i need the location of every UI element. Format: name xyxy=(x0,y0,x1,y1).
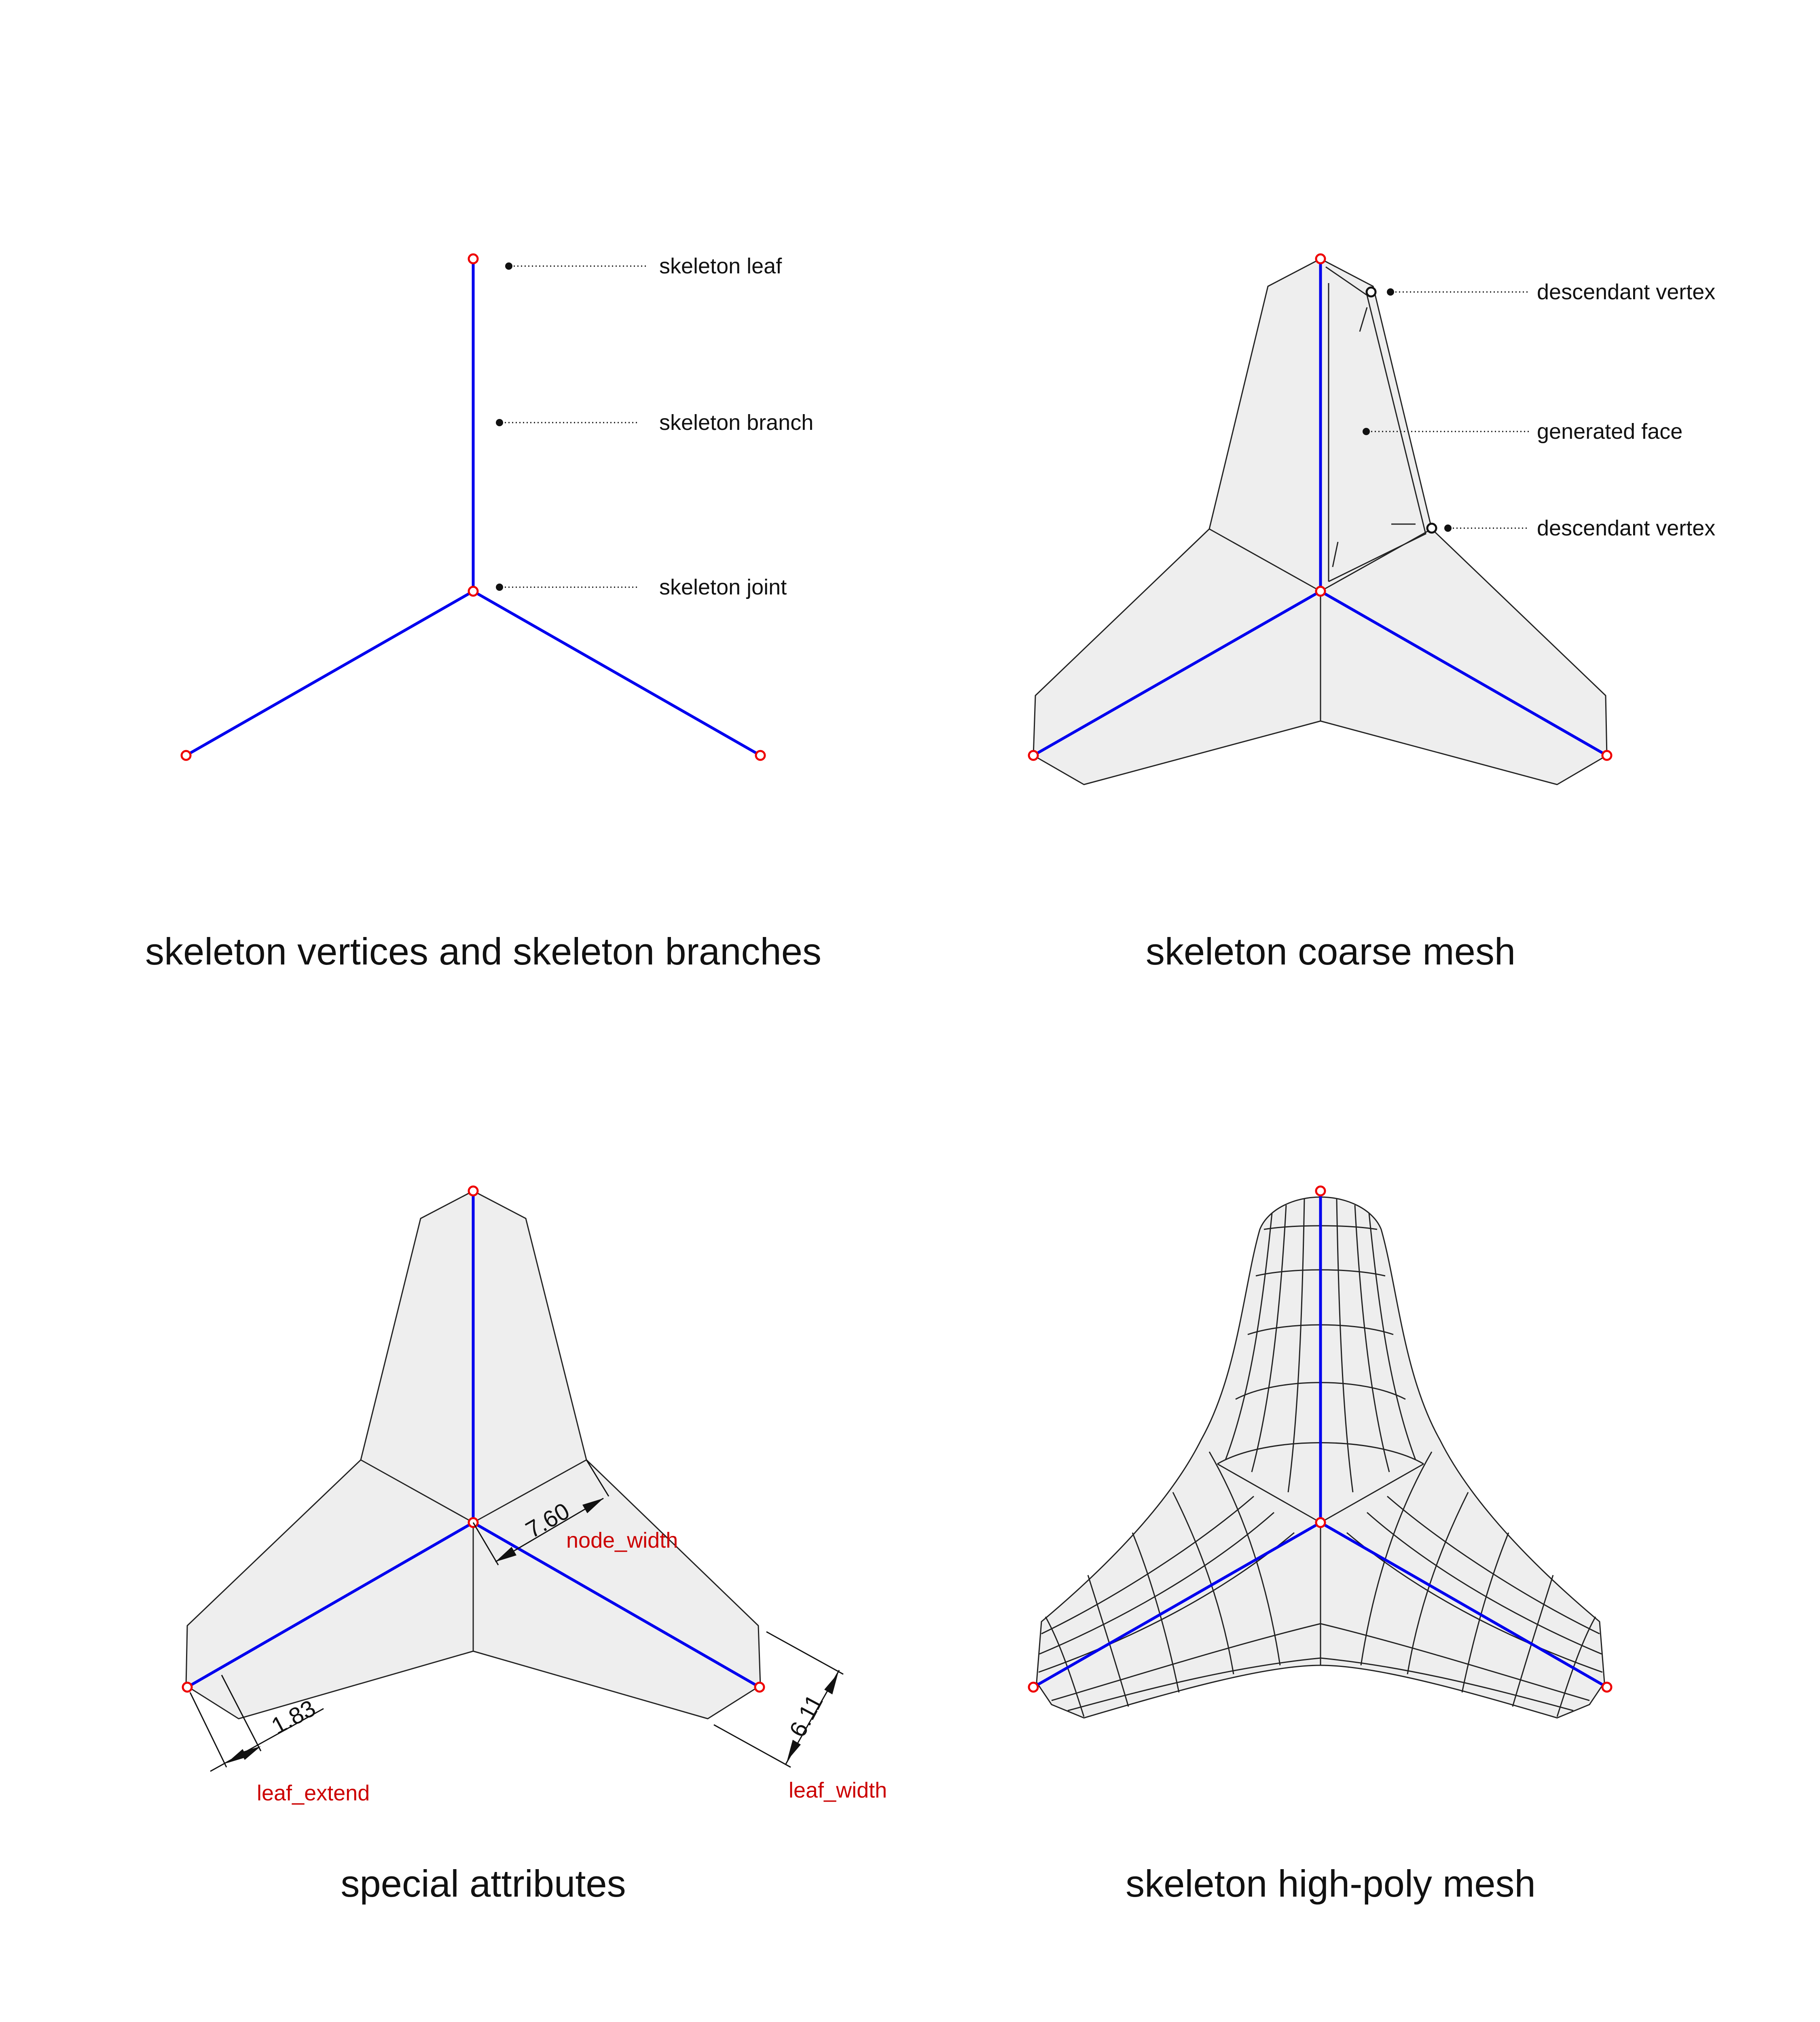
dimension-leaf-extend: 1.83 leaf_extend xyxy=(189,1675,370,1805)
attr-mesh-edges xyxy=(360,1459,587,1651)
descendant-vertex-top-marker xyxy=(1365,286,1377,298)
attr-branch-left xyxy=(186,1521,475,1689)
coarse-vertex-joint xyxy=(1315,586,1326,597)
callout-leaf-label: skeleton leaf xyxy=(659,254,782,278)
skeleton-leaf-vertex-left xyxy=(180,750,192,761)
attr-vertex-top xyxy=(468,1185,479,1197)
leaf-extend-label: leaf_extend xyxy=(257,1781,370,1805)
coarse-branch-right xyxy=(1319,590,1608,757)
high-poly-grid xyxy=(1038,1199,1603,1717)
panel-1-title: skeleton vertices and skeleton branches xyxy=(145,930,821,973)
node-width-label: node_width xyxy=(566,1528,678,1552)
skeleton-leaf-vertex-top xyxy=(468,253,479,264)
branch-right xyxy=(472,590,762,757)
callout-descendant-bottom-label: descendant vertex xyxy=(1537,516,1715,540)
callout-generated-face-label: generated face xyxy=(1537,419,1682,444)
dimension-leaf-width: 6.11 leaf_width xyxy=(713,1631,887,1802)
callout-branch-label: skeleton branch xyxy=(659,410,813,435)
leaf-width-value: 6.11 xyxy=(784,1690,828,1741)
skeleton-joint-vertex xyxy=(468,586,479,597)
coarse-vertex-right xyxy=(1601,750,1613,761)
leaf-width-label: leaf_width xyxy=(789,1778,887,1802)
callout-joint-label: skeleton joint xyxy=(659,575,787,599)
panel-4-title: skeleton high-poly mesh xyxy=(1126,1862,1536,1905)
coarse-mesh-edges xyxy=(1209,266,1432,721)
callout-generated-face: generated face xyxy=(1363,419,1682,444)
panel-special-attributes: 7.60 node_width 1.83 leaf_extend 6.11 le… xyxy=(182,1185,887,1905)
callout-joint: skeleton joint xyxy=(496,575,787,599)
skeleton-leaf-vertex-right xyxy=(755,750,766,761)
callout-descendant-top-label: descendant vertex xyxy=(1537,280,1715,304)
attr-vertex-left xyxy=(182,1681,193,1693)
panel-skeleton-vertices: skeleton leaf skeleton branch skeleton j… xyxy=(145,253,821,973)
high-poly-vertex-right xyxy=(1601,1681,1613,1693)
high-poly-vertex-joint xyxy=(1315,1517,1326,1528)
callout-descendant-bottom: descendant vertex xyxy=(1444,516,1715,540)
callout-leaf: skeleton leaf xyxy=(505,254,782,278)
panel-3-title: special attributes xyxy=(341,1862,626,1905)
callout-descendant-top: descendant vertex xyxy=(1387,280,1715,304)
coarse-branch-left xyxy=(1032,590,1322,757)
branch-left xyxy=(184,590,475,757)
callout-branch: skeleton branch xyxy=(496,410,813,435)
coarse-vertex-top xyxy=(1315,253,1326,264)
attr-branch-right xyxy=(472,1521,761,1689)
high-poly-branch-right xyxy=(1319,1521,1608,1689)
high-poly-branch-left xyxy=(1032,1521,1322,1689)
attr-vertex-right xyxy=(754,1681,765,1693)
coarse-vertex-left xyxy=(1028,750,1039,761)
panel-2-title: skeleton coarse mesh xyxy=(1146,930,1515,973)
panel-coarse-mesh: descendant vertex generated face descend… xyxy=(1028,253,1715,973)
high-poly-vertex-left xyxy=(1028,1681,1039,1693)
panel-high-poly-mesh: skeleton high-poly mesh xyxy=(1028,1185,1613,1905)
high-poly-vertex-top xyxy=(1315,1185,1326,1197)
descendant-vertex-bottom-marker xyxy=(1426,522,1437,534)
